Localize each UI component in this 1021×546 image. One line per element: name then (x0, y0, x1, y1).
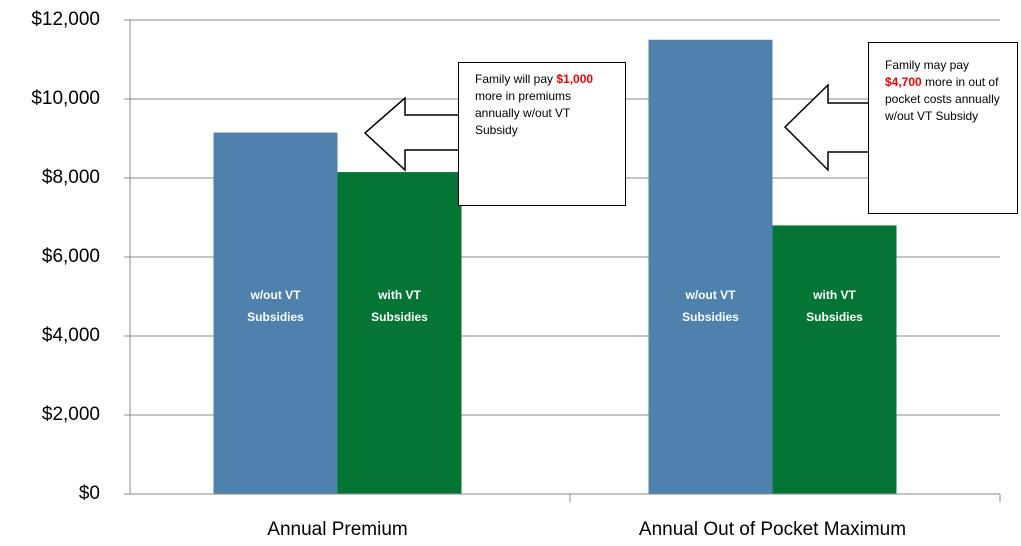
callout: Family may pay $4,700 more in out of poc… (868, 42, 1018, 214)
callout-text: more in premiums annually w/out VT Subsi… (475, 89, 572, 137)
bar (772, 225, 897, 494)
callout-text: Family will pay (475, 72, 554, 86)
bar (648, 39, 773, 494)
bar (213, 132, 338, 494)
bar-label: with VT Subsidies (806, 288, 863, 324)
callout-highlight: $1,000 (556, 72, 594, 86)
bar (337, 172, 462, 494)
bar-label: with VT Subsidies (371, 288, 428, 324)
x-tick-label: Annual Premium (267, 519, 407, 540)
y-tick-label: $12,000 (31, 9, 100, 30)
callout-text: more in out of pocket costs annually w/o… (885, 75, 1000, 123)
bar-label: w/out VT Subsidies (682, 288, 739, 324)
y-tick-label: $10,000 (31, 88, 100, 109)
x-tick-label: Annual Out of Pocket Maximum (639, 519, 906, 540)
callout-highlight: $4,700 (885, 75, 922, 89)
y-tick-label: $0 (79, 483, 100, 504)
y-tick-label: $8,000 (42, 167, 100, 188)
callout-arrow (783, 83, 871, 172)
callout: Family will pay $1,000 more in premiums … (458, 62, 626, 206)
y-tick-label: $2,000 (42, 404, 100, 425)
callout-text: Family may pay (885, 58, 970, 72)
y-tick-label: $6,000 (42, 246, 100, 267)
y-tick-label: $4,000 (42, 325, 100, 346)
bar-label: w/out VT Subsidies (247, 288, 304, 324)
callout-arrow (363, 96, 461, 172)
